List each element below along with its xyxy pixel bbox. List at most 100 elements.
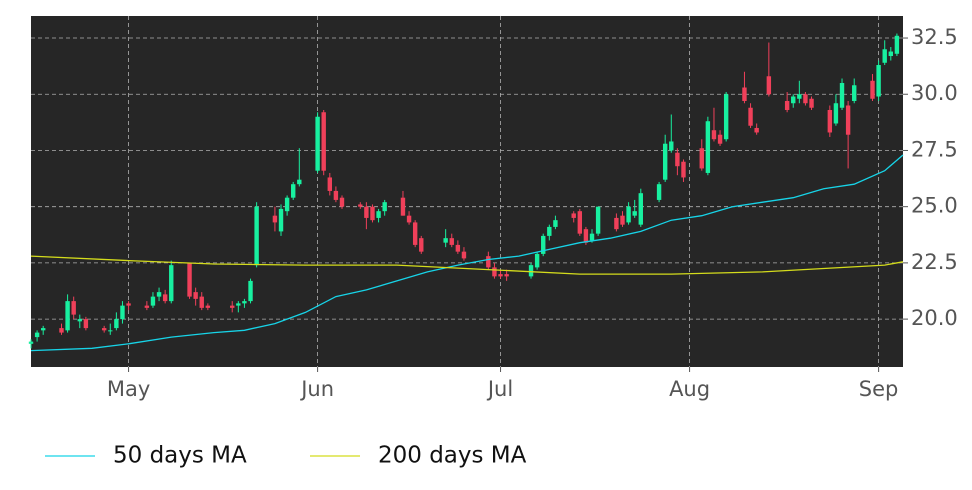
candle-body [83,319,89,329]
candle-body [382,202,387,212]
candle-body [577,211,583,234]
candle-body [156,292,162,297]
candle-body [742,87,747,101]
candle-body [754,127,759,133]
candle-body [144,305,150,308]
candle-body [595,206,601,234]
x-tick-label: Jun [299,377,334,401]
candle-body [656,184,662,200]
candle-body [230,305,235,308]
legend-label: 200 days MA [378,443,527,469]
candle-body [809,98,814,108]
candle-body [723,94,729,140]
candle-body [626,206,631,223]
candle-body [833,103,839,124]
candle-body [236,303,241,306]
x-tick-label: Jul [486,377,513,401]
candle-body [321,112,326,171]
candle-body [278,208,284,232]
candle-body [662,143,668,180]
candle-body [882,49,887,63]
candle-body [766,76,772,95]
candle-body [553,220,558,227]
candle-body [638,193,643,225]
candle-body [199,296,204,308]
y-tick-label: 22.5 [911,250,958,274]
candle-body [547,226,552,236]
candle-body [589,233,595,241]
candle-body [486,256,491,268]
candle-body [699,148,704,169]
candle-body [681,161,686,178]
x-tick-label: May [107,377,150,401]
candle-body [162,294,168,302]
candle-body [333,190,339,200]
candle-body [870,80,875,99]
candle-body [620,215,625,225]
candle-body [120,305,125,320]
candle-body [894,35,900,54]
plot-background [31,16,903,367]
candle-body [169,265,174,302]
candle-body [187,262,192,297]
candle-body [852,85,857,101]
candle-body [632,211,637,216]
candle-body [443,238,448,243]
candle-body [797,94,802,99]
candle-body [364,206,369,218]
legend-label: 50 days MA [113,443,247,469]
candle-body [614,217,619,230]
candle-body [34,332,40,338]
y-tick-label: 32.5 [911,25,958,49]
y-tick-label: 20.0 [911,306,958,330]
candle-body [71,301,76,315]
candle-body [400,197,406,216]
candle-body [327,177,332,191]
candle-body [803,94,808,104]
candle-body [242,301,247,304]
x-tick-label: Sep [859,377,899,401]
candle-body [498,274,503,277]
candle-body [406,215,412,223]
candle-body [711,130,717,140]
candle-body [297,179,302,185]
candle-body [315,116,320,171]
candle-body [358,204,363,207]
candle-body [492,267,497,277]
candle-body [40,328,46,331]
candle-body [65,301,70,331]
candle-body [205,305,211,308]
candle-body [339,197,345,207]
candle-body [254,206,259,266]
y-tick-label: 30.0 [911,81,958,105]
candle-body [126,303,131,306]
candle-body [669,141,674,151]
candle-body [845,105,851,135]
ma-line [30,255,904,275]
candle-body [876,65,881,97]
candle-body [59,328,64,333]
candle-body [827,109,833,133]
candle-body [193,292,198,299]
candle-body [114,319,119,329]
candle-body [717,134,723,144]
candle-body [370,206,375,221]
candle-body [791,96,796,104]
candle-body [412,222,418,245]
candle-body [77,319,82,322]
candle-body [108,330,113,332]
candle-body [272,215,278,223]
candle-body [449,238,454,245]
candle-body [784,100,790,110]
candle-body [248,280,253,302]
candle-body [534,253,540,268]
candle-body [376,211,381,218]
x-tick-label: Aug [669,377,710,401]
candle-body [101,328,107,331]
candle-body [150,296,156,306]
candle-body [675,152,680,167]
candle-body [541,235,546,254]
candle-body [284,197,290,212]
